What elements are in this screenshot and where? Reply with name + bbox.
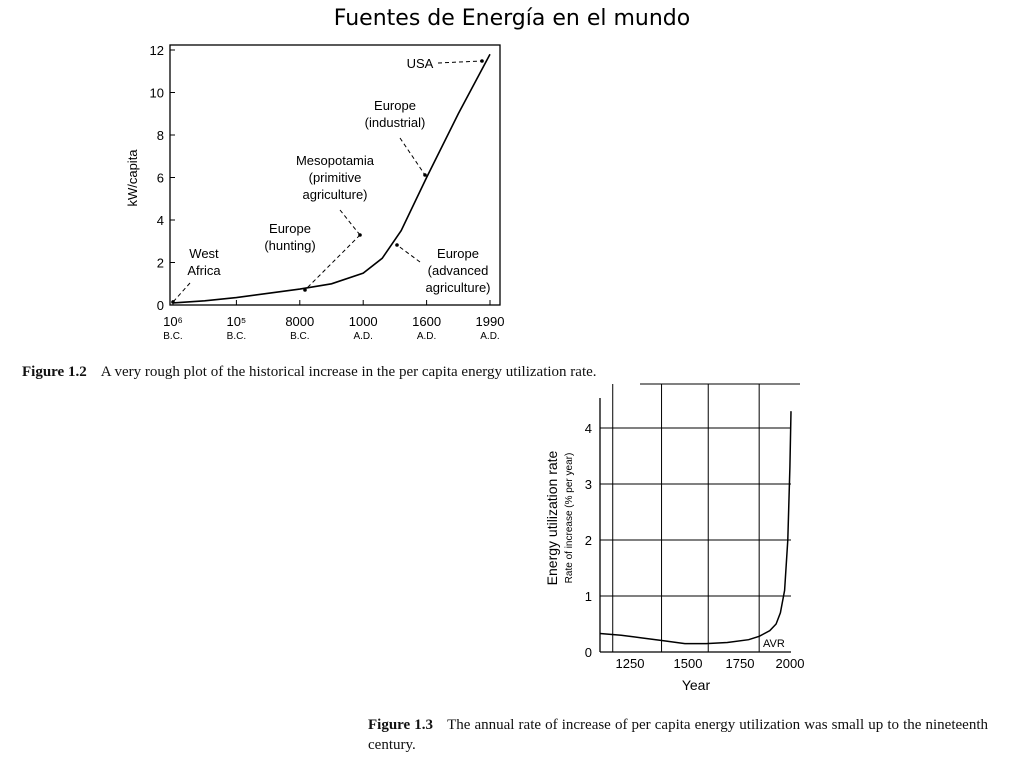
x-tick-sublabel: A.D.: [480, 331, 499, 342]
y-tick-label: 4: [157, 213, 164, 228]
x-tick-sublabel: B.C.: [290, 331, 309, 342]
x-tick-sublabel: A.D.: [353, 331, 372, 342]
annotation-leader: [339, 209, 361, 236]
annotation-leader: [399, 137, 426, 176]
annotation-line: Africa: [187, 263, 221, 278]
y-tick-label: 8: [157, 128, 164, 143]
series-line: [599, 411, 792, 645]
slide-title: Fuentes de Energía en el mundo: [333, 6, 691, 31]
x-tick-sublabel: A.D.: [417, 331, 436, 342]
annotation-arrowhead: [395, 243, 399, 247]
x-tick-label: 2000: [776, 656, 805, 671]
x-tick-sublabel: B.C.: [163, 331, 182, 342]
annotation-line: Mesopotamia: [296, 153, 375, 168]
annotation-line: (hunting): [264, 238, 315, 253]
annotation-label: Mesopotamia (primitive agriculture): [296, 153, 375, 202]
figure-1-3-caption: Figure 1.3 The annual rate of increase of…: [368, 715, 988, 755]
x-tick-label: 1000: [349, 314, 378, 329]
figure-1-2-caption: Figure 1.2 A very rough plot of the histo…: [22, 362, 622, 382]
y-axis-sublabel: Rate of increase (% per year): [564, 453, 575, 584]
annotation-label: Europe (industrial): [365, 98, 426, 130]
figure-1-2-text: A very rough plot of the historical incr…: [100, 364, 597, 380]
y-tick-label: 12: [150, 43, 164, 58]
annotation-line: Europe: [437, 246, 479, 261]
x-tick-label: 1250: [616, 656, 645, 671]
y-tick-label: 0: [585, 645, 592, 660]
figure-1-2-label: Figure 1.2: [22, 364, 87, 380]
x-tick-label: 10⁶: [163, 314, 183, 329]
annotation-line: (industrial): [365, 115, 426, 130]
x-tick-label: 1750: [726, 656, 755, 671]
y-axis-label: Energy utilization rate: [544, 450, 560, 585]
annotation-line: agriculture): [425, 280, 490, 295]
annotation-arrowhead: [303, 288, 307, 292]
x-tick-label: 1500: [674, 656, 703, 671]
y-tick-label: 6: [157, 171, 164, 186]
y-tick-label: 0: [157, 298, 164, 313]
annotation-leader: [437, 60, 483, 64]
x-tick-label: 10⁵: [226, 314, 246, 329]
y-tick-label: 2: [585, 533, 592, 548]
annotation-label: West Africa: [187, 246, 221, 278]
annotation-label: AVR: [763, 638, 785, 650]
annotation-line: Europe: [269, 221, 311, 236]
plot-frame: [169, 44, 501, 306]
y-tick-label: 4: [585, 421, 592, 436]
annotation-line: USA: [407, 56, 434, 71]
y-tick-label: 10: [150, 86, 164, 101]
annotation-leader: [304, 234, 361, 291]
annotation-line: (advanced: [428, 263, 489, 278]
figure-1-3-label: Figure 1.3: [368, 717, 434, 733]
annotation-line: agriculture): [302, 187, 367, 202]
x-tick-label: 8000: [285, 314, 314, 329]
x-tick-label: 1990: [476, 314, 505, 329]
y-tick-label: 1: [585, 589, 592, 604]
annotation-arrowhead: [423, 173, 427, 177]
series-line: [172, 53, 491, 304]
annotation-line: West: [189, 246, 219, 261]
x-axis-label: Year: [682, 677, 711, 693]
x-tick-sublabel: B.C.: [227, 331, 246, 342]
annotation-leader: [172, 282, 191, 303]
x-tick-label: 1600: [412, 314, 441, 329]
annotation-leader: [396, 244, 421, 263]
annotation-line: Europe: [374, 98, 416, 113]
annotation-arrowhead: [480, 59, 484, 63]
y-tick-label: 2: [157, 256, 164, 271]
y-axis-label: kW/capita: [125, 149, 140, 207]
y-tick-label: 3: [585, 477, 592, 492]
annotation-label: USA: [407, 56, 434, 71]
figure-1-3-text: The annual rate of increase of per capit…: [368, 717, 988, 753]
annotation-label: Europe (hunting): [264, 221, 315, 253]
annotation-label: Europe (advanced agriculture): [425, 246, 490, 295]
annotation-line: (primitive: [309, 170, 362, 185]
annotation-arrowhead: [171, 300, 175, 304]
